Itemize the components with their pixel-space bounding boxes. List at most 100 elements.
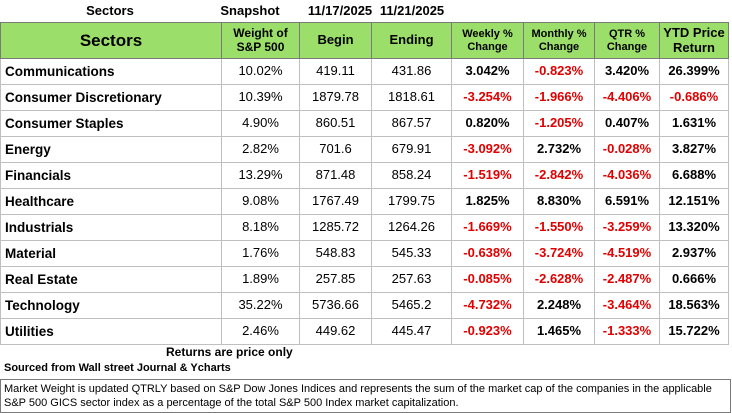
table-cell: -1.333% <box>595 319 660 345</box>
table-cell: 257.85 <box>300 267 372 293</box>
table-cell: -2.842% <box>524 163 595 189</box>
table-cell: 10.02% <box>222 59 300 85</box>
begin-date: 11/17/2025 <box>307 2 373 18</box>
table-cell: 1879.78 <box>300 85 372 111</box>
table-cell: 419.11 <box>300 59 372 85</box>
sector-name: Industrials <box>0 215 222 241</box>
table-cell: 1285.72 <box>300 215 372 241</box>
table-cell: 4.90% <box>222 111 300 137</box>
table-cell: 1.465% <box>524 319 595 345</box>
table-cell: 8.18% <box>222 215 300 241</box>
returns-note: Returns are price only <box>166 345 293 359</box>
table-cell: 548.83 <box>300 241 372 267</box>
table-cell: 445.47 <box>372 319 452 345</box>
table-cell: 449.62 <box>300 319 372 345</box>
table-cell: 858.24 <box>372 163 452 189</box>
table-cell: 1.631% <box>660 111 729 137</box>
table-cell: 13.29% <box>222 163 300 189</box>
table-cell: 18.563% <box>660 293 729 319</box>
table-cell: 2.732% <box>524 137 595 163</box>
column-header: Weekly % Change <box>452 22 524 59</box>
table-cell: 679.91 <box>372 137 452 163</box>
table-cell: 6.688% <box>660 163 729 189</box>
table-cell: -4.036% <box>595 163 660 189</box>
sector-name: Real Estate <box>0 267 222 293</box>
table-cell: 2.46% <box>222 319 300 345</box>
table-cell: 1799.75 <box>372 189 452 215</box>
table-cell: 1.89% <box>222 267 300 293</box>
sector-name: Consumer Staples <box>0 111 222 137</box>
table-cell: 8.830% <box>524 189 595 215</box>
table-cell: 2.82% <box>222 137 300 163</box>
sector-name: Financials <box>0 163 222 189</box>
column-header: Sectors <box>0 22 222 59</box>
table-cell: 1818.61 <box>372 85 452 111</box>
table-cell: -3.259% <box>595 215 660 241</box>
table-cell: -2.628% <box>524 267 595 293</box>
table-cell: -0.085% <box>452 267 524 293</box>
table-cell: -4.732% <box>452 293 524 319</box>
table-cell: 12.151% <box>660 189 729 215</box>
table-cell: -4.519% <box>595 241 660 267</box>
table-cell: 1.76% <box>222 241 300 267</box>
table-cell: -4.406% <box>595 85 660 111</box>
table-cell: 860.51 <box>300 111 372 137</box>
column-header: Ending <box>372 22 452 59</box>
table-cell: -0.638% <box>452 241 524 267</box>
table-cell: 10.39% <box>222 85 300 111</box>
sector-name: Material <box>0 241 222 267</box>
source-note: Sourced from Wall street Journal & Ychar… <box>4 362 231 374</box>
table-cell: 0.666% <box>660 267 729 293</box>
table-cell: 5736.66 <box>300 293 372 319</box>
sector-name: Technology <box>0 293 222 319</box>
table-cell: -2.487% <box>595 267 660 293</box>
column-header: Weight of S&P 500 <box>222 22 300 59</box>
table-cell: 5465.2 <box>372 293 452 319</box>
table-cell: 0.820% <box>452 111 524 137</box>
table-cell: 3.827% <box>660 137 729 163</box>
table-cell: -1.550% <box>524 215 595 241</box>
table-cell: 1767.49 <box>300 189 372 215</box>
column-header: Begin <box>300 22 372 59</box>
table-cell: 3.042% <box>452 59 524 85</box>
table-cell: -3.254% <box>452 85 524 111</box>
sector-name: Energy <box>0 137 222 163</box>
table-cell: 545.33 <box>372 241 452 267</box>
table-cell: 13.320% <box>660 215 729 241</box>
end-date: 11/21/2025 <box>379 2 445 18</box>
table-cell: 867.57 <box>372 111 452 137</box>
sheet-label: Sectors <box>86 2 134 18</box>
table-cell: -3.724% <box>524 241 595 267</box>
table-cell: 35.22% <box>222 293 300 319</box>
table-cell: -3.092% <box>452 137 524 163</box>
table-cell: 6.591% <box>595 189 660 215</box>
table-cell: 431.86 <box>372 59 452 85</box>
sector-name: Consumer Discretionary <box>0 85 222 111</box>
footnote: Market Weight is updated QTRLY based on … <box>0 379 731 413</box>
table-cell: -1.966% <box>524 85 595 111</box>
table-cell: -0.823% <box>524 59 595 85</box>
table-cell: 871.48 <box>300 163 372 189</box>
table-cell: -1.519% <box>452 163 524 189</box>
table-cell: 3.420% <box>595 59 660 85</box>
table-cell: 1.825% <box>452 189 524 215</box>
table-cell: -0.028% <box>595 137 660 163</box>
table-cell: -3.464% <box>595 293 660 319</box>
table-cell: 2.937% <box>660 241 729 267</box>
table-cell: 1264.26 <box>372 215 452 241</box>
column-header: Monthly % Change <box>524 22 595 59</box>
table-cell: 2.248% <box>524 293 595 319</box>
column-header: QTR % Change <box>595 22 660 59</box>
table-cell: -0.686% <box>660 85 729 111</box>
table-cell: 26.399% <box>660 59 729 85</box>
table-cell: 0.407% <box>595 111 660 137</box>
table-cell: 257.63 <box>372 267 452 293</box>
table-cell: 15.722% <box>660 319 729 345</box>
table-cell: -0.923% <box>452 319 524 345</box>
sector-name: Communications <box>0 59 222 85</box>
table-cell: -1.205% <box>524 111 595 137</box>
sector-name: Utilities <box>0 319 222 345</box>
snapshot-label: Snapshot <box>220 2 280 18</box>
table-cell: 701.6 <box>300 137 372 163</box>
